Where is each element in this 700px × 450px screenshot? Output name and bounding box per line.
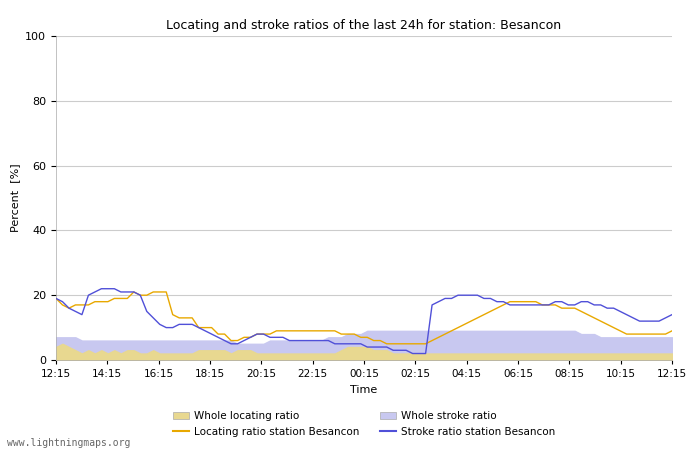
Text: www.lightningmaps.org: www.lightningmaps.org <box>7 438 130 448</box>
Y-axis label: Percent  [%]: Percent [%] <box>10 164 20 232</box>
Legend: Whole locating ratio, Locating ratio station Besancon, Whole stroke ratio, Strok: Whole locating ratio, Locating ratio sta… <box>169 407 559 441</box>
X-axis label: Time: Time <box>351 385 377 395</box>
Title: Locating and stroke ratios of the last 24h for station: Besancon: Locating and stroke ratios of the last 2… <box>167 19 561 32</box>
